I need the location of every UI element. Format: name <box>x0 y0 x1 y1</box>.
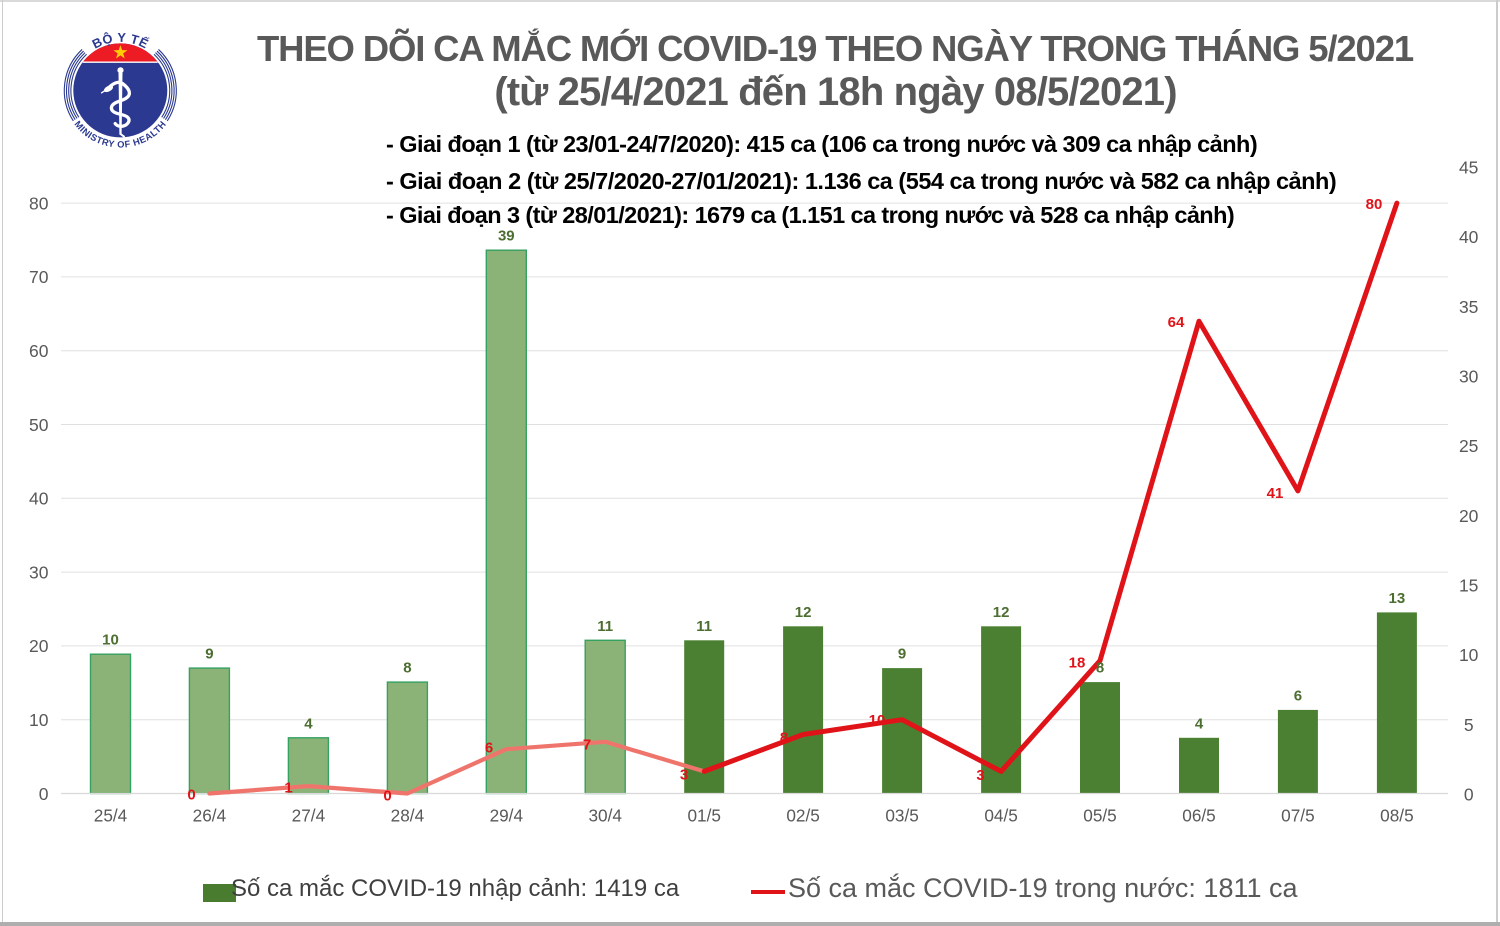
svg-text:10: 10 <box>29 710 49 730</box>
svg-text:40: 40 <box>29 489 49 509</box>
svg-text:08/5: 08/5 <box>1380 805 1413 825</box>
svg-text:05/5: 05/5 <box>1083 805 1116 825</box>
svg-text:28/4: 28/4 <box>391 805 425 825</box>
svg-text:41: 41 <box>1267 485 1284 502</box>
svg-text:10: 10 <box>102 632 119 649</box>
svg-text:8: 8 <box>780 730 788 747</box>
svg-text:0: 0 <box>383 788 391 805</box>
svg-text:3: 3 <box>680 767 688 784</box>
svg-text:26/4: 26/4 <box>193 805 227 825</box>
svg-text:80: 80 <box>29 193 49 213</box>
svg-text:02/5: 02/5 <box>786 805 819 825</box>
svg-text:BỘ Y TẾ: BỘ Y TẾ <box>90 30 151 52</box>
svg-text:30: 30 <box>29 562 49 582</box>
svg-text:11: 11 <box>597 618 613 635</box>
svg-text:7: 7 <box>583 737 591 754</box>
svg-text:8: 8 <box>1096 660 1104 677</box>
svg-text:8: 8 <box>403 660 411 677</box>
svg-text:20: 20 <box>29 636 49 656</box>
svg-text:9: 9 <box>205 646 213 663</box>
svg-text:27/4: 27/4 <box>292 805 326 825</box>
svg-text:5: 5 <box>1464 715 1474 735</box>
svg-text:64: 64 <box>1168 314 1185 331</box>
svg-text:12: 12 <box>795 604 812 621</box>
svg-text:0: 0 <box>187 787 195 804</box>
svg-text:0: 0 <box>39 784 49 804</box>
svg-text:4: 4 <box>304 715 313 732</box>
svg-text:03/5: 03/5 <box>885 805 918 825</box>
svg-text:9: 9 <box>898 646 906 663</box>
svg-text:10: 10 <box>1459 645 1479 665</box>
svg-text:1: 1 <box>284 780 292 797</box>
svg-text:13: 13 <box>1389 590 1406 607</box>
svg-text:30: 30 <box>1459 367 1479 387</box>
svg-text:50: 50 <box>29 415 49 435</box>
svg-text:20: 20 <box>1459 506 1479 526</box>
svg-text:15: 15 <box>1459 575 1478 595</box>
svg-text:01/5: 01/5 <box>687 805 720 825</box>
svg-text:06/5: 06/5 <box>1182 805 1215 825</box>
svg-text:30/4: 30/4 <box>588 805 622 825</box>
svg-text:4: 4 <box>1195 715 1204 732</box>
svg-text:11: 11 <box>696 618 712 635</box>
svg-text:80: 80 <box>1366 196 1383 213</box>
svg-text:3: 3 <box>976 767 984 784</box>
svg-text:6: 6 <box>1294 687 1302 704</box>
svg-text:6: 6 <box>485 740 493 757</box>
svg-text:39: 39 <box>498 228 515 245</box>
svg-text:25: 25 <box>1459 436 1478 456</box>
svg-text:07/5: 07/5 <box>1281 805 1314 825</box>
svg-text:60: 60 <box>29 341 49 361</box>
svg-text:04/5: 04/5 <box>984 805 1017 825</box>
svg-text:35: 35 <box>1459 297 1478 317</box>
svg-text:45: 45 <box>1459 158 1478 178</box>
svg-text:10: 10 <box>869 712 886 729</box>
svg-text:0: 0 <box>1464 784 1474 804</box>
svg-text:70: 70 <box>29 267 49 287</box>
svg-text:29/4: 29/4 <box>490 805 524 825</box>
svg-text:12: 12 <box>993 604 1010 621</box>
svg-text:18: 18 <box>1069 655 1086 672</box>
svg-text:25/4: 25/4 <box>94 805 128 825</box>
svg-text:40: 40 <box>1459 227 1479 247</box>
